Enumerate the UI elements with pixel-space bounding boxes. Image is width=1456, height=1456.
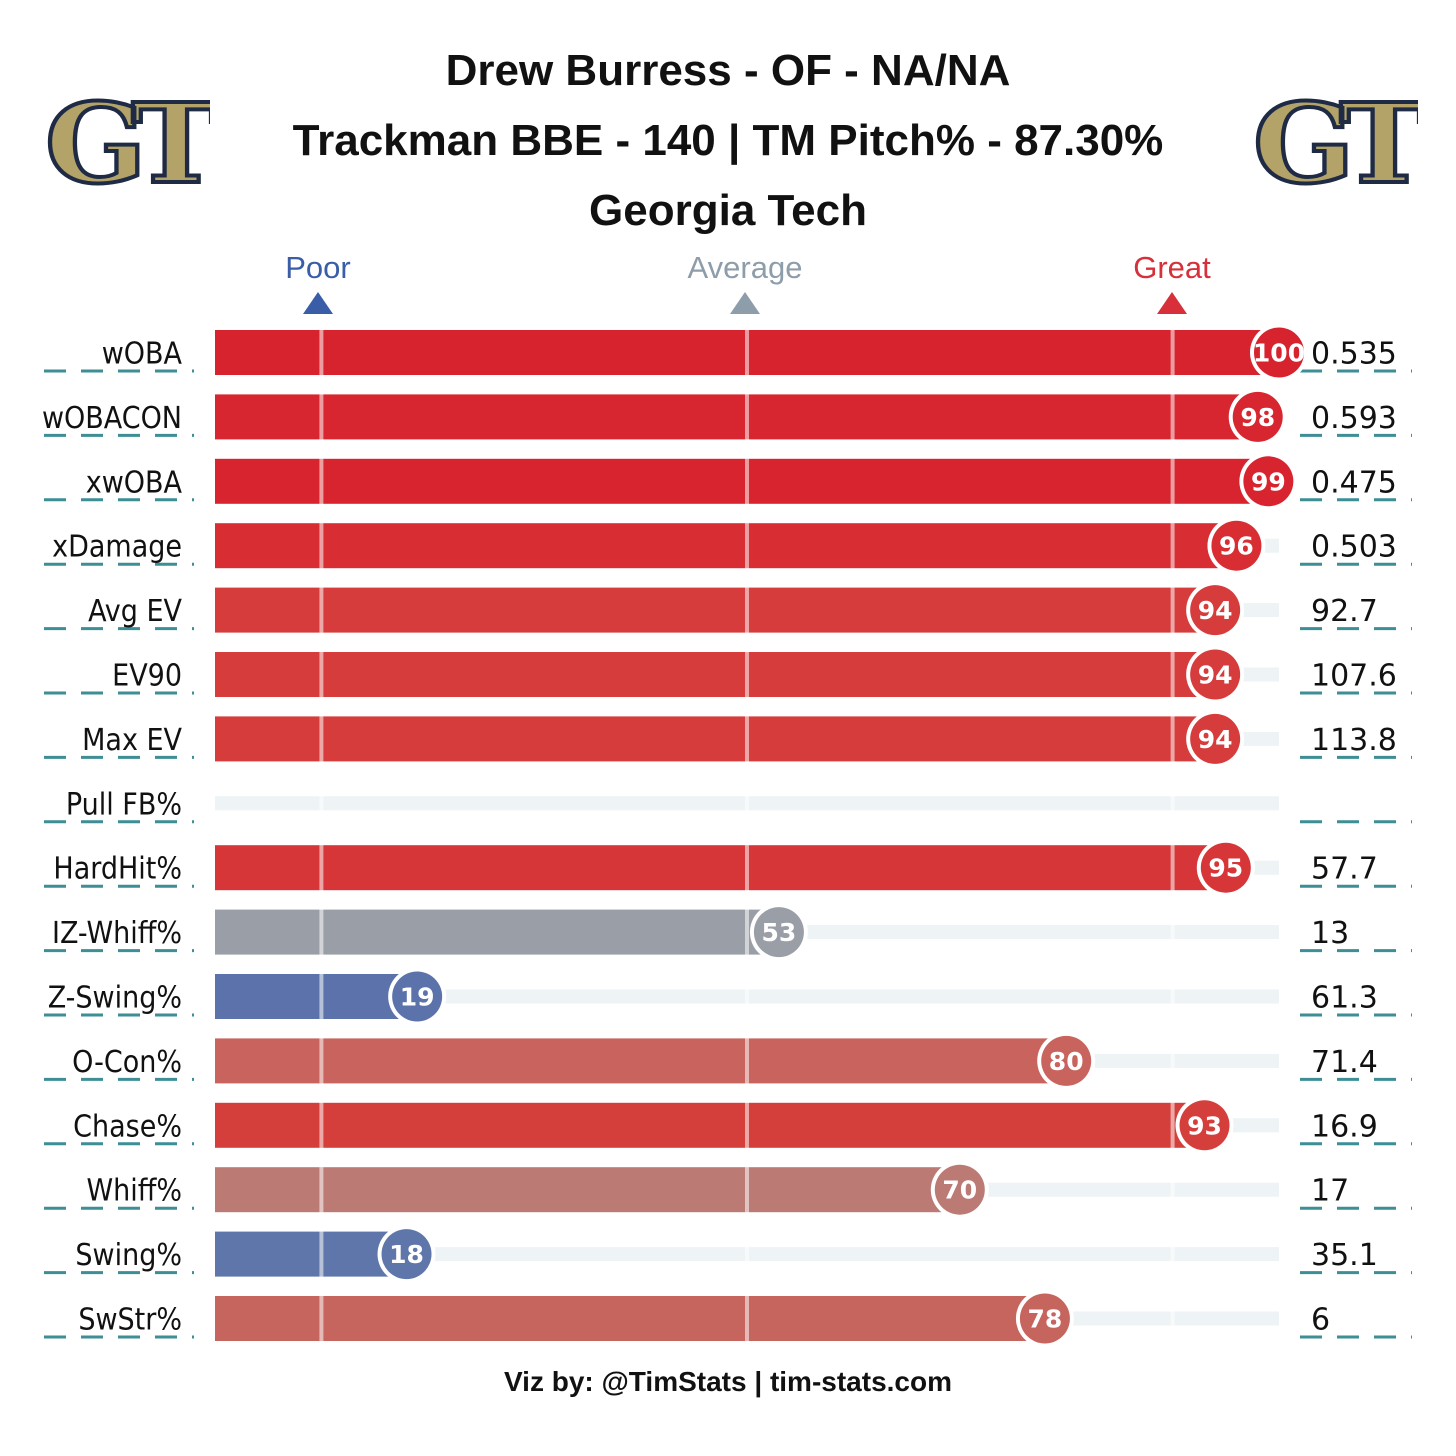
metric-value-z-swing: 61.3 xyxy=(1311,981,1378,1016)
metric-label-pull-fb: Pull FB% xyxy=(66,787,182,822)
metric-value-whiff: 17 xyxy=(1311,1174,1349,1209)
metric-value-avg-ev: 92.7 xyxy=(1311,594,1378,629)
percentile-badge-label: 18 xyxy=(389,1240,424,1269)
scale-label-poor: Poor xyxy=(285,250,351,285)
percentile-badge-label: 70 xyxy=(942,1176,977,1205)
percentile-badge xyxy=(1200,842,1251,893)
metric-value-swing: 35.1 xyxy=(1311,1238,1378,1273)
metric-value-xdamage: 0.503 xyxy=(1311,530,1397,565)
percentile-bar-chase xyxy=(215,1102,1205,1148)
metric-value-xwoba: 0.475 xyxy=(1311,465,1397,500)
metric-label-avg-ev: Avg EV xyxy=(88,594,182,629)
percentile-badge xyxy=(1254,327,1304,378)
metric-value-iz-whiff: 13 xyxy=(1311,916,1349,951)
metric-value-woba: 0.535 xyxy=(1311,337,1397,372)
percentile-badge xyxy=(1190,649,1241,700)
percentile-badge xyxy=(1019,1293,1070,1344)
percentile-bar-swing xyxy=(215,1231,407,1277)
metric-label-whiff: Whiff% xyxy=(86,1174,182,1209)
percentile-bar-swstr xyxy=(215,1296,1045,1341)
percentile-badge xyxy=(1041,1035,1092,1086)
metric-label-wobacon: wOBACON xyxy=(42,401,182,436)
metric-value-o-con: 71.4 xyxy=(1311,1045,1378,1080)
scale-label-great: Great xyxy=(1133,250,1211,285)
percentile-badge xyxy=(392,971,443,1022)
percentile-badge xyxy=(1190,713,1241,764)
metric-value-wobacon: 0.593 xyxy=(1311,401,1397,436)
percentile-bar-avg-ev xyxy=(215,587,1216,633)
metric-label-swing: Swing% xyxy=(75,1238,182,1273)
percentile-badge-label: 53 xyxy=(762,918,797,947)
percentile-badge xyxy=(1211,520,1262,571)
metric-label-z-swing: Z-Swing% xyxy=(48,981,182,1016)
percentile-badge-label: 19 xyxy=(400,983,435,1012)
metric-label-xwoba: xwOBA xyxy=(86,465,183,500)
percentile-bar-xdamage xyxy=(215,523,1237,569)
chart-title-line-3: Georgia Tech xyxy=(589,186,867,235)
svg-text:GT: GT xyxy=(1253,90,1418,200)
metric-value-max-ev: 113.8 xyxy=(1311,723,1397,758)
percentile-bar-z-swing xyxy=(215,974,418,1019)
georgia-tech-logo-left-icon: GT xyxy=(43,90,210,200)
percentile-badge xyxy=(1232,391,1283,442)
metric-label-xdamage: xDamage xyxy=(52,530,182,565)
percentile-badge xyxy=(381,1229,432,1280)
percentile-badge-label: 94 xyxy=(1198,725,1233,754)
percentile-bar-ev90 xyxy=(215,652,1216,697)
percentile-badge-label: 95 xyxy=(1208,854,1243,883)
svg-text:GT: GT xyxy=(45,90,210,200)
percentile-bar-xwoba xyxy=(215,458,1269,504)
chart-title-line-1: Drew Burress - OF - NA/NA xyxy=(445,46,1011,95)
metric-label-max-ev: Max EV xyxy=(82,723,182,758)
percentile-bar-o-con xyxy=(215,1038,1067,1084)
metric-value-ev90: 107.6 xyxy=(1311,659,1397,694)
percentile-badge xyxy=(753,907,804,958)
metric-label-chase: Chase% xyxy=(73,1109,182,1144)
chart-title-line-2: Trackman BBE - 140 | TM Pitch% - 87.30% xyxy=(292,116,1164,165)
metric-label-hardhit: HardHit% xyxy=(53,852,182,887)
metric-label-iz-whiff: IZ-Whiff% xyxy=(52,916,182,951)
percentile-badge-label: 94 xyxy=(1198,661,1233,690)
metric-value-swstr: 6 xyxy=(1311,1303,1330,1338)
metric-value-chase: 16.9 xyxy=(1311,1109,1378,1144)
percentile-badge-label: 100 xyxy=(1253,339,1305,368)
percentile-badge-label: 93 xyxy=(1187,1111,1222,1140)
percentile-badge xyxy=(1243,456,1294,507)
percentile-badge-label: 94 xyxy=(1198,596,1233,625)
scale-marker-poor-icon xyxy=(303,292,333,314)
scale-label-average: Average xyxy=(687,250,803,285)
metric-label-woba: wOBA xyxy=(102,337,183,372)
scale-marker-average-icon xyxy=(730,292,760,314)
percentile-bar-wobacon xyxy=(215,394,1258,440)
percentile-badge xyxy=(1190,585,1241,636)
percentile-badge xyxy=(934,1164,985,1215)
metric-label-o-con: O-Con% xyxy=(72,1045,182,1080)
percentile-bar-iz-whiff xyxy=(215,909,779,955)
percentile-bar-hardhit xyxy=(215,845,1226,891)
percentile-badge-label: 80 xyxy=(1049,1047,1084,1076)
footer-credit: Viz by: @TimStats | tim-stats.com xyxy=(504,1366,952,1397)
metric-label-ev90: EV90 xyxy=(112,659,182,694)
scale-marker-great-icon xyxy=(1157,292,1187,314)
percentile-badge-label: 78 xyxy=(1028,1305,1063,1334)
metric-label-swstr: SwStr% xyxy=(78,1303,182,1338)
percentile-bar-max-ev xyxy=(215,716,1216,762)
georgia-tech-logo-right-icon: GT xyxy=(1251,90,1418,200)
percentile-badge-label: 99 xyxy=(1251,467,1286,496)
metric-value-hardhit: 57.7 xyxy=(1311,852,1378,887)
percentile-bar-whiff xyxy=(215,1167,960,1213)
percentile-badge xyxy=(1179,1100,1230,1151)
percentile-badge-label: 98 xyxy=(1240,403,1275,432)
percentile-badge-label: 96 xyxy=(1219,532,1254,561)
